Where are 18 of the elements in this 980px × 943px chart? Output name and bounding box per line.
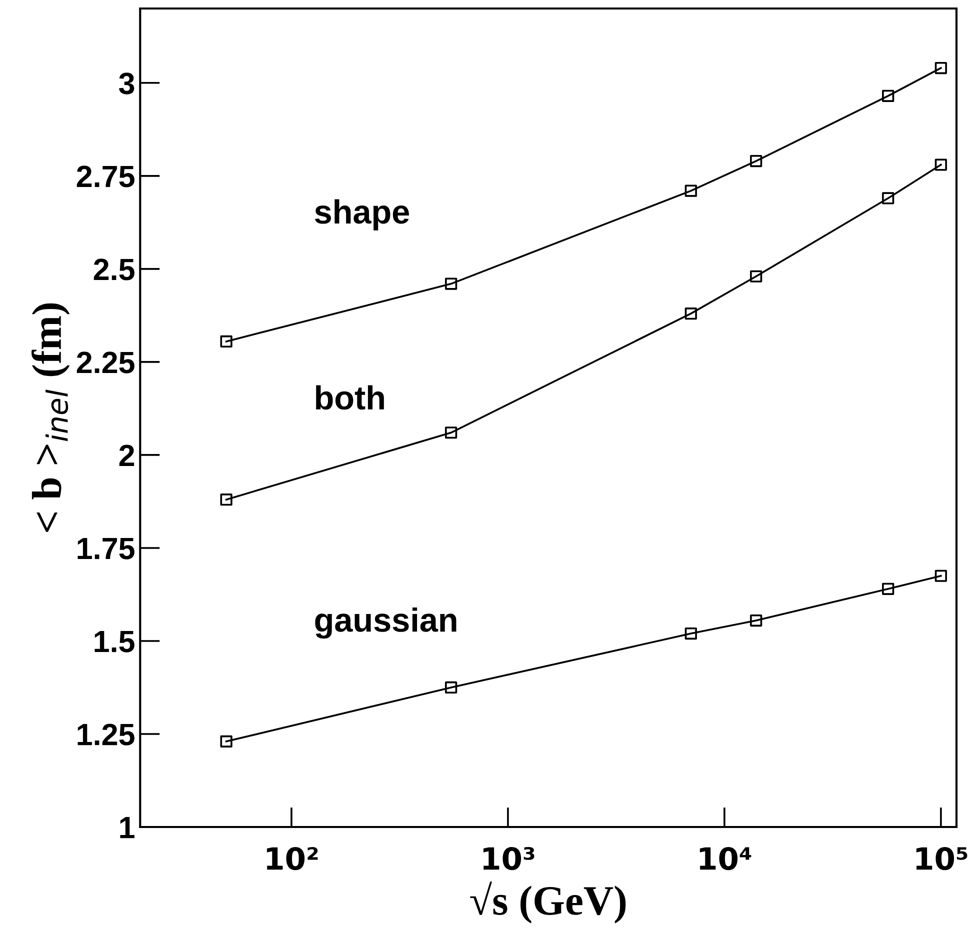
x-axis-title: √s (GeV): [470, 882, 626, 924]
x-tick-label: 10³: [483, 846, 534, 870]
y-tick-label: 2.75: [76, 166, 134, 188]
series-label: gaussian: [315, 607, 456, 639]
y-tick-label: 1: [120, 817, 134, 838]
series-label: both: [316, 385, 384, 410]
y-tick-label: 1.25: [78, 724, 134, 746]
y-tick-label: 3: [118, 72, 134, 94]
y-tick-label: 1.5: [94, 631, 134, 652]
x-tick-label: 10⁴: [700, 846, 752, 870]
y-tick-label: 1.75: [78, 538, 134, 560]
x-tick-label: 10²: [266, 846, 318, 870]
y-tick-label: 2: [119, 444, 134, 466]
x-tick-label: 10⁵: [916, 846, 968, 870]
y-axis-title: < b >$_{inel}$ (fm): [32, 303, 70, 532]
y-tick-label: 2.25: [76, 352, 134, 374]
y-tick-label: 2.5: [94, 258, 134, 280]
series-label: shape: [314, 199, 409, 230]
